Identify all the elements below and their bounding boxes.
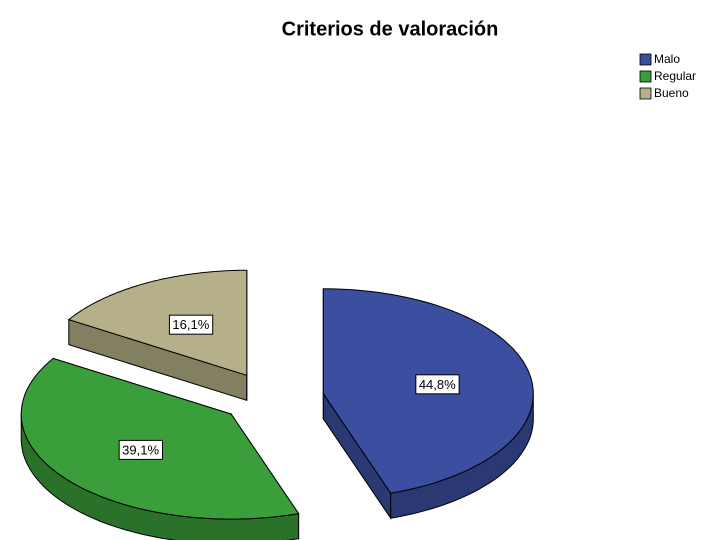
pie-slice <box>67 269 248 401</box>
data-label: 44,8% <box>419 377 456 392</box>
data-label: 39,1% <box>122 442 159 457</box>
slice-top <box>67 269 248 376</box>
data-label: 16,1% <box>172 317 209 332</box>
data-label-box <box>168 314 214 335</box>
legend-swatch <box>639 70 652 83</box>
slice-top <box>20 357 300 520</box>
chart-title: Criterios de valoración <box>282 18 499 40</box>
data-label-box <box>118 439 163 460</box>
pie-slice <box>20 357 300 540</box>
legend-swatch <box>639 87 652 100</box>
legend-label: Bueno <box>654 86 689 100</box>
legend-swatch <box>639 53 652 66</box>
legend-label: Regular <box>654 69 696 83</box>
pie-slice <box>322 288 534 520</box>
data-label-box <box>415 374 460 395</box>
legend-label: Malo <box>654 52 680 66</box>
